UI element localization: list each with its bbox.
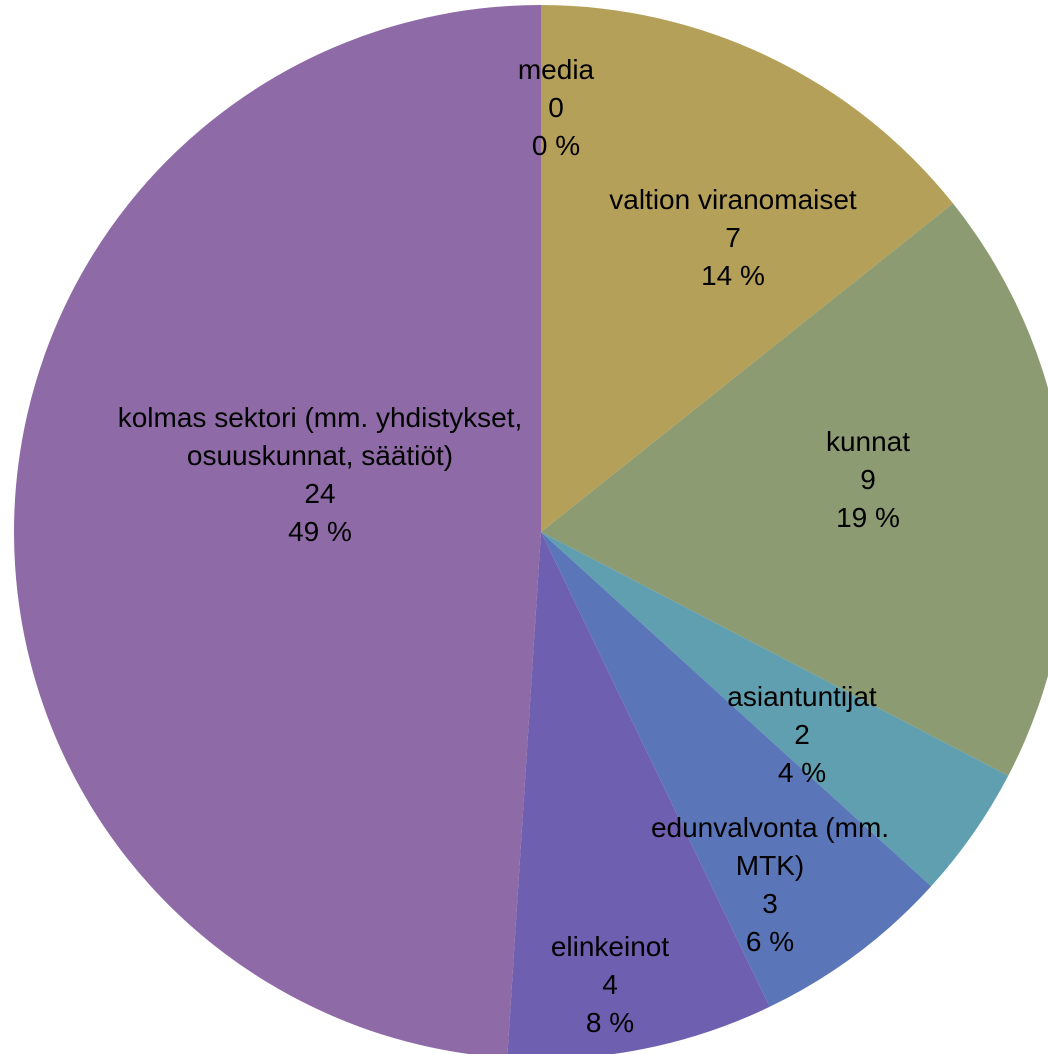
data-label: edunvalvonta (mm. MTK) 3 6 % (645, 809, 895, 961)
label-value: 24 (304, 478, 336, 509)
slice (541, 532, 1009, 887)
data-label: valtion viranomaiset 7 14 % (533, 181, 933, 295)
label-percent: 14 % (701, 260, 765, 291)
label-category: valtion viranomaiset (609, 184, 857, 215)
data-label: kunnat 9 19 % (718, 423, 1018, 537)
label-category: elinkeinot (550, 931, 670, 962)
label-value: 4 (602, 969, 618, 1000)
label-category: edunvalvonta (mm. MTK) (650, 812, 890, 881)
label-value: 0 (548, 92, 564, 123)
data-label: elinkeinot 4 8 % (485, 928, 735, 1042)
label-percent: 49 % (288, 516, 352, 547)
data-label: media 0 0 % (456, 51, 656, 165)
data-label: asiantuntijat 2 4 % (652, 678, 952, 792)
slice (541, 5, 954, 532)
label-value: 3 (762, 888, 778, 919)
label-value: 7 (725, 222, 741, 253)
label-percent: 6 % (745, 926, 795, 957)
label-category: kunnat (825, 426, 911, 457)
slice (541, 203, 1048, 776)
label-percent: 8 % (585, 1007, 635, 1038)
label-value: 9 (860, 464, 876, 495)
label-category: asiantuntijat (727, 681, 877, 712)
label-percent: 4 % (777, 757, 827, 788)
label-percent: 0 % (531, 130, 581, 161)
label-category: kolmas sektori (mm. yhdistykset, osuusku… (117, 402, 523, 471)
label-percent: 19 % (836, 502, 900, 533)
slice (541, 532, 932, 1007)
slice (507, 532, 770, 1054)
data-label: kolmas sektori (mm. yhdistykset, osuusku… (105, 399, 535, 551)
slice (14, 5, 541, 1054)
label-value: 2 (794, 719, 810, 750)
label-category: media (517, 54, 595, 85)
